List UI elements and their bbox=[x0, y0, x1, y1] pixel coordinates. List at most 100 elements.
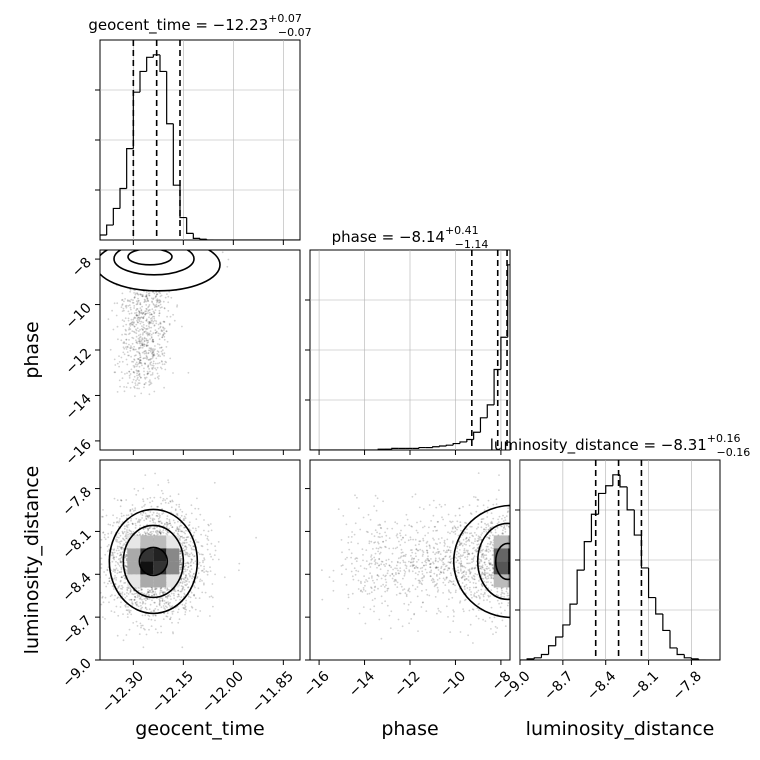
sample-point bbox=[200, 564, 202, 567]
sample-point bbox=[152, 364, 155, 367]
sample-point bbox=[131, 336, 134, 339]
sample-point bbox=[183, 549, 185, 552]
sample-point bbox=[430, 579, 433, 582]
sample-point bbox=[151, 514, 154, 516]
sample-point bbox=[168, 247, 170, 249]
sample-point bbox=[156, 305, 158, 308]
sample-point bbox=[128, 327, 131, 329]
sample-point bbox=[135, 620, 138, 623]
sample-point bbox=[135, 379, 137, 382]
sample-point bbox=[146, 327, 149, 330]
sample-point bbox=[154, 329, 157, 332]
sample-point bbox=[183, 536, 186, 539]
sample-point bbox=[157, 377, 160, 380]
sample-point bbox=[150, 588, 153, 591]
sample-point bbox=[144, 593, 147, 596]
sample-point bbox=[358, 507, 360, 510]
sample-point bbox=[186, 552, 189, 555]
sample-point bbox=[209, 523, 212, 525]
sample-point bbox=[457, 566, 459, 569]
sample-point bbox=[488, 574, 491, 577]
sample-point bbox=[193, 585, 196, 587]
sample-point bbox=[150, 337, 153, 339]
sample-point bbox=[138, 347, 140, 349]
sample-point bbox=[138, 320, 141, 323]
sample-point bbox=[148, 294, 151, 297]
x-tick-label: −11.85 bbox=[249, 668, 297, 716]
sample-point bbox=[147, 310, 150, 312]
sample-point bbox=[193, 531, 196, 534]
sample-point bbox=[182, 519, 185, 521]
sample-point bbox=[184, 564, 187, 567]
sample-point bbox=[146, 598, 149, 600]
sample-point bbox=[165, 596, 167, 598]
sample-point bbox=[490, 520, 493, 523]
sample-point bbox=[170, 598, 172, 600]
sample-point bbox=[146, 248, 148, 250]
sample-point bbox=[167, 523, 170, 525]
sample-point bbox=[529, 613, 531, 615]
sample-point bbox=[149, 501, 151, 504]
sample-point bbox=[156, 246, 158, 248]
sample-point bbox=[179, 517, 182, 519]
sample-point bbox=[146, 333, 149, 335]
sample-point bbox=[125, 559, 128, 561]
sample-point bbox=[102, 515, 104, 518]
sample-point bbox=[490, 526, 493, 529]
sample-point bbox=[184, 576, 187, 579]
sample-point bbox=[130, 513, 133, 515]
sample-point bbox=[145, 517, 148, 520]
sample-point bbox=[417, 549, 420, 552]
sample-point bbox=[158, 603, 161, 606]
sample-point bbox=[159, 322, 162, 325]
sample-point bbox=[151, 587, 153, 590]
sample-point bbox=[133, 292, 136, 294]
sample-point bbox=[177, 533, 180, 536]
sample-point bbox=[121, 304, 124, 306]
sample-point bbox=[176, 304, 179, 307]
sample-point bbox=[510, 548, 512, 550]
sample-point bbox=[126, 524, 128, 527]
sample-point bbox=[500, 593, 502, 596]
sample-point bbox=[115, 538, 117, 541]
sample-point bbox=[172, 313, 175, 316]
sample-point bbox=[159, 321, 162, 324]
sample-point bbox=[161, 349, 164, 351]
sample-point bbox=[125, 304, 128, 307]
sample-point bbox=[146, 342, 149, 344]
sample-point bbox=[131, 323, 133, 326]
sample-point bbox=[159, 533, 162, 535]
sample-point bbox=[182, 586, 185, 589]
sample-point bbox=[141, 243, 143, 245]
sample-point bbox=[119, 542, 122, 545]
sample-point bbox=[525, 523, 527, 525]
sample-point bbox=[143, 315, 145, 318]
sample-point bbox=[135, 348, 137, 351]
sample-point bbox=[536, 551, 538, 553]
sample-point bbox=[126, 529, 128, 531]
sample-point bbox=[128, 628, 131, 631]
sample-point bbox=[105, 585, 108, 588]
sample-point bbox=[487, 523, 489, 525]
sample-point bbox=[337, 508, 340, 510]
sample-point bbox=[176, 514, 179, 517]
sample-point bbox=[181, 588, 184, 591]
sample-point bbox=[147, 312, 149, 314]
sample-point bbox=[148, 325, 150, 328]
sample-point bbox=[119, 561, 122, 564]
sample-point bbox=[151, 246, 153, 248]
sample-point bbox=[513, 553, 515, 555]
sample-point bbox=[466, 553, 469, 556]
sample-point bbox=[531, 566, 533, 568]
sample-point bbox=[421, 579, 424, 582]
hist-bin bbox=[438, 445, 447, 447]
sample-point bbox=[118, 355, 120, 357]
sample-point bbox=[155, 303, 158, 306]
sample-point bbox=[498, 602, 500, 605]
sample-point bbox=[149, 370, 151, 373]
sample-point bbox=[413, 557, 416, 560]
sample-point bbox=[136, 384, 139, 386]
sample-point bbox=[151, 245, 153, 247]
sample-point bbox=[178, 618, 181, 621]
sample-point bbox=[135, 361, 138, 364]
